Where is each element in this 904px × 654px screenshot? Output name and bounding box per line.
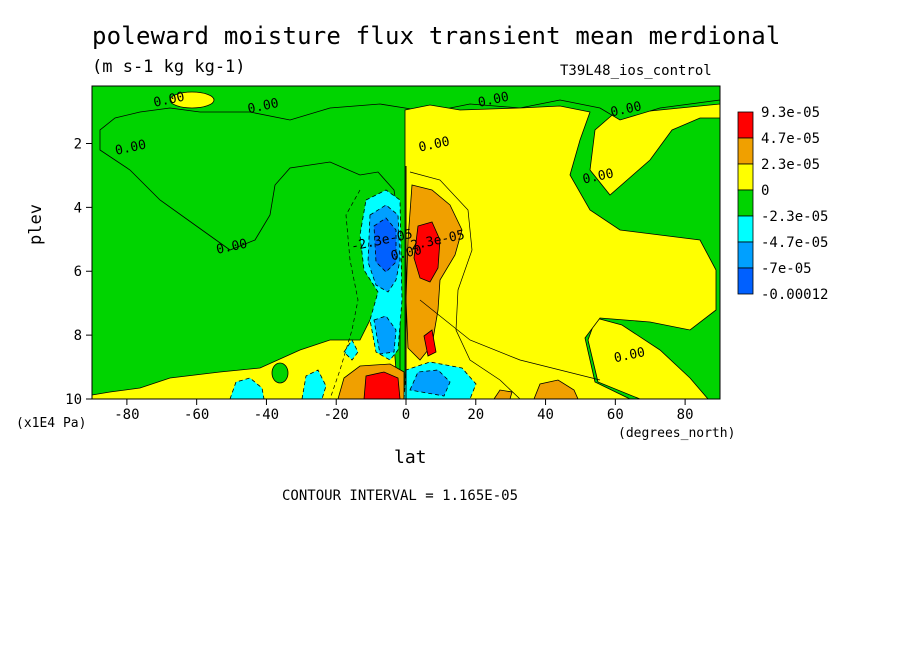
field-negative-patch bbox=[271, 362, 289, 384]
y-axis: 2 4 6 8 10 bbox=[65, 136, 92, 408]
legend-swatch bbox=[737, 241, 754, 269]
legend-swatch bbox=[737, 163, 754, 191]
dataset-label: T39L48_ios_control bbox=[560, 63, 712, 79]
x-axis-units: (degrees_north) bbox=[618, 426, 736, 441]
legend-swatch bbox=[737, 267, 754, 295]
x-tick-label: 80 bbox=[677, 407, 694, 423]
field-negative-medium bbox=[301, 369, 327, 399]
legend-label: -2.3e-05 bbox=[761, 209, 828, 225]
legend-swatch bbox=[737, 137, 754, 165]
x-tick-label: 0 bbox=[402, 407, 410, 423]
y-tick-label: 4 bbox=[74, 200, 82, 216]
x-tick-label: 20 bbox=[467, 407, 484, 423]
legend-swatch bbox=[737, 215, 754, 243]
legend-label: -4.7e-05 bbox=[761, 235, 828, 251]
contour-label: 0.00 bbox=[246, 96, 280, 117]
contour-label: 0.00 bbox=[613, 345, 647, 366]
x-axis-label: lat bbox=[394, 447, 427, 468]
field-negative-medium bbox=[343, 339, 359, 361]
contour-label: 0.00 bbox=[152, 90, 186, 111]
x-tick-label: -60 bbox=[184, 407, 209, 423]
legend-label: 0 bbox=[761, 183, 769, 199]
legend-label: 9.3e-05 bbox=[761, 105, 820, 121]
field-positive-weak-east bbox=[404, 104, 717, 399]
x-axis: -80 -60 -40 -20 0 20 40 60 80 bbox=[114, 399, 694, 423]
contour-label: 0.00 bbox=[114, 138, 148, 159]
legend-label: -7e-05 bbox=[761, 261, 812, 277]
y-axis-units: (x1E4 Pa) bbox=[16, 416, 87, 431]
contour-interval: CONTOUR INTERVAL = 1.165E-05 bbox=[282, 488, 519, 504]
field-negative-weak-top bbox=[92, 86, 720, 399]
field-positive-peak bbox=[363, 371, 401, 399]
chart-title: poleward moisture flux transient mean me… bbox=[92, 22, 781, 50]
y-tick-label: 8 bbox=[74, 328, 82, 344]
x-tick-label: -40 bbox=[254, 407, 279, 423]
contour-label: 0.00 bbox=[477, 90, 511, 111]
x-tick-label: -80 bbox=[114, 407, 139, 423]
field-positive-medium bbox=[493, 389, 513, 399]
field-negative-peak bbox=[373, 217, 397, 273]
contour-label: 0.00 bbox=[389, 243, 423, 264]
legend-label: -0.00012 bbox=[761, 287, 828, 303]
x-tick-label: 40 bbox=[537, 407, 554, 423]
contour-label: 0.00 bbox=[581, 166, 615, 187]
field-negative-strong bbox=[409, 369, 451, 397]
field-positive-peak bbox=[423, 329, 437, 357]
y-tick-label: 2 bbox=[74, 136, 82, 152]
field-positive-peak bbox=[413, 221, 441, 283]
x-tick-label: -20 bbox=[324, 407, 349, 423]
field-negative-strong bbox=[373, 315, 397, 355]
field-positive-medium bbox=[533, 379, 579, 399]
y-tick-label: 10 bbox=[65, 392, 82, 408]
contour-line bbox=[329, 189, 361, 399]
contour-label: 0.00 bbox=[417, 134, 451, 155]
color-legend: 9.3e-05 4.7e-05 2.3e-05 0 -2.3e-05 -4.7e-05 -7… bbox=[737, 105, 828, 303]
contour-line bbox=[409, 171, 521, 399]
legend-swatch bbox=[737, 111, 754, 139]
legend-swatch bbox=[737, 189, 754, 217]
x-tick-label: 60 bbox=[607, 407, 624, 423]
contour-label: 0.00 bbox=[609, 99, 643, 120]
legend-label: 4.7e-05 bbox=[761, 131, 820, 147]
y-tick-label: 6 bbox=[74, 264, 82, 280]
contour-label: 0.00 bbox=[215, 237, 249, 258]
contour-field bbox=[92, 86, 720, 399]
contour-line bbox=[419, 299, 601, 381]
field-negative-patch bbox=[169, 91, 215, 109]
chart-units: (m s-1 kg kg-1) bbox=[92, 57, 246, 77]
field-negative-medium bbox=[229, 377, 265, 399]
legend-label: 2.3e-05 bbox=[761, 157, 820, 173]
